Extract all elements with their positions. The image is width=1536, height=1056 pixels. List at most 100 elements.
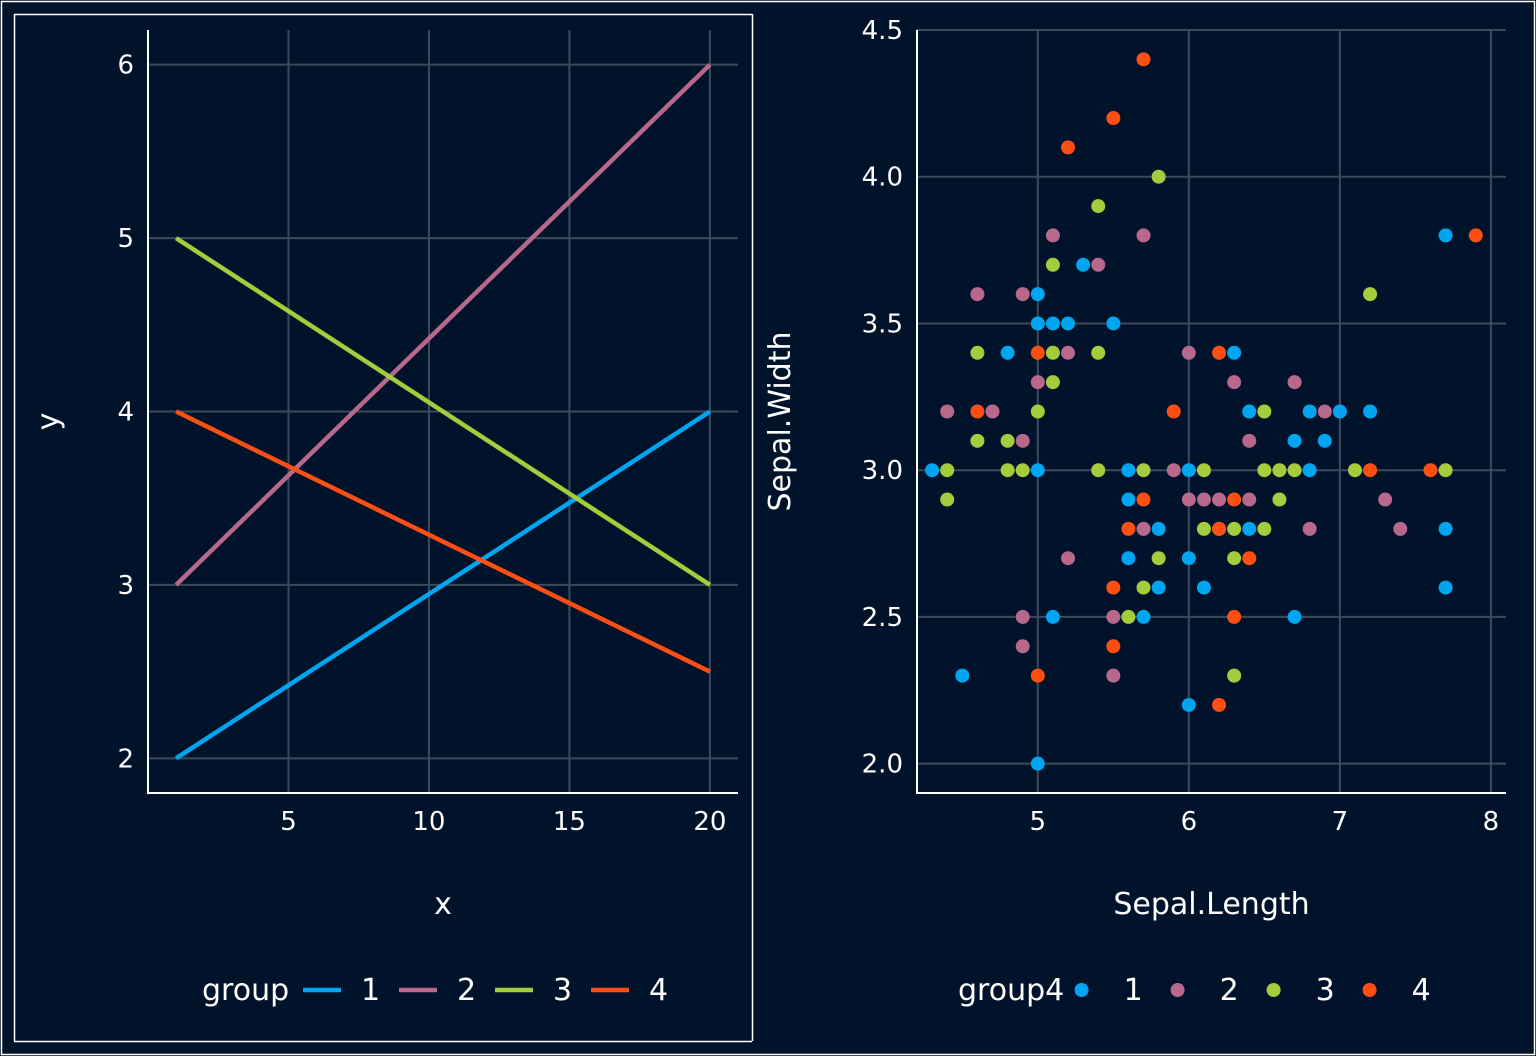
data-point-group-4 <box>1106 639 1121 654</box>
x-tick-label: 15 <box>553 807 586 837</box>
data-point-group-3 <box>970 345 985 360</box>
x-tick-label: 5 <box>1030 807 1047 837</box>
data-point-group-1 <box>1438 580 1453 595</box>
y-tick-label: 2 <box>117 744 134 774</box>
data-point-group-2 <box>1317 404 1332 419</box>
data-point-group-1 <box>1438 521 1453 536</box>
data-point-group-3 <box>1136 580 1151 595</box>
y-axis-label: y <box>31 413 66 431</box>
data-point-group-3 <box>1091 199 1106 214</box>
data-point-group-2 <box>1242 433 1257 448</box>
data-point-group-1 <box>1287 433 1302 448</box>
data-point-group-3 <box>1045 375 1060 390</box>
data-point-group-3 <box>1000 463 1015 478</box>
data-point-group-2 <box>1302 521 1317 536</box>
data-point-group-4 <box>1468 228 1483 243</box>
data-point-group-2 <box>1181 492 1196 507</box>
x-axis-label: x <box>434 887 452 922</box>
data-point-group-2 <box>1015 433 1030 448</box>
data-point-group-1 <box>1076 257 1091 272</box>
data-point-group-3 <box>1257 521 1272 536</box>
data-point-group-1 <box>1030 287 1045 302</box>
x-tick-label: 7 <box>1332 807 1349 837</box>
data-point-group-1 <box>925 463 940 478</box>
data-point-group-3 <box>1257 463 1272 478</box>
data-point-group-1 <box>1151 580 1166 595</box>
data-point-group-1 <box>1030 463 1045 478</box>
data-point-group-2 <box>1181 345 1196 360</box>
data-point-group-1 <box>1196 580 1211 595</box>
y-tick-label: 3 <box>117 571 134 601</box>
data-point-group-4 <box>1121 521 1136 536</box>
data-point-group-3 <box>1030 404 1045 419</box>
data-point-group-1 <box>1030 756 1045 771</box>
data-point-group-4 <box>1212 521 1227 536</box>
y-tick-label: 3.5 <box>862 309 903 339</box>
data-point-group-2 <box>1030 375 1045 390</box>
x-tick-label: 6 <box>1181 807 1198 837</box>
data-point-group-3 <box>1000 433 1015 448</box>
data-point-group-1 <box>1061 316 1076 331</box>
data-point-group-2 <box>1227 375 1242 390</box>
y-tick-label: 4.0 <box>862 163 903 193</box>
data-point-group-4 <box>1227 492 1242 507</box>
x-axis-label: Sepal.Length <box>1113 887 1309 922</box>
data-point-group-1 <box>1181 551 1196 566</box>
data-point-group-2 <box>1136 228 1151 243</box>
x-tick-label: 10 <box>412 807 445 837</box>
legend-label: 1 <box>361 973 380 1008</box>
data-point-group-4 <box>1030 668 1045 683</box>
data-point-group-1 <box>1000 345 1015 360</box>
data-point-group-1 <box>1181 697 1196 712</box>
y-tick-label: 4.5 <box>862 16 903 46</box>
legend: group 1 2 3 4 <box>202 973 668 1008</box>
data-point-group-4 <box>1106 111 1121 126</box>
data-point-group-1 <box>1302 404 1317 419</box>
legend-label: 3 <box>553 973 572 1008</box>
scatter-chart: 5 6 7 8 2.0 2.5 3.0 3.5 4.0 4.5 Sepal.Length Sepal.… <box>763 16 1506 1008</box>
data-point-group-1 <box>1332 404 1347 419</box>
legend-key-point <box>1362 983 1377 997</box>
data-point-group-4 <box>1136 52 1151 67</box>
data-point-group-1 <box>1045 609 1060 624</box>
data-point-group-3 <box>1151 169 1166 184</box>
data-point-group-1 <box>1151 521 1166 536</box>
y-tick-label: 6 <box>117 51 134 81</box>
y-tick-label: 3.0 <box>862 456 903 486</box>
data-point-group-3 <box>1347 463 1362 478</box>
data-point-group-3 <box>970 433 985 448</box>
data-point-group-3 <box>1015 463 1030 478</box>
data-point-group-2 <box>1091 257 1106 272</box>
x-tick-label: 8 <box>1483 807 1500 837</box>
data-point-group-3 <box>940 492 955 507</box>
data-point-group-3 <box>1045 345 1060 360</box>
data-point-group-4 <box>1363 463 1378 478</box>
data-point-group-1 <box>1302 463 1317 478</box>
data-point-group-4 <box>1423 463 1438 478</box>
data-point-group-1 <box>1438 228 1453 243</box>
legend-key-point <box>1074 983 1089 997</box>
data-point-group-3 <box>1257 404 1272 419</box>
data-point-group-4 <box>1166 404 1181 419</box>
legend-label: 3 <box>1316 973 1335 1008</box>
data-point-group-1 <box>1121 492 1136 507</box>
y-tick-label: 4 <box>117 398 134 428</box>
legend-key-point <box>1170 983 1185 997</box>
data-point-group-2 <box>1015 287 1030 302</box>
data-point-group-2 <box>1061 345 1076 360</box>
data-point-group-2 <box>1106 668 1121 683</box>
legend-label: 2 <box>1220 973 1239 1008</box>
data-point-group-4 <box>1030 345 1045 360</box>
data-point-group-4 <box>1212 697 1227 712</box>
data-point-group-3 <box>1227 668 1242 683</box>
data-point-group-2 <box>970 287 985 302</box>
data-point-group-3 <box>1045 257 1060 272</box>
data-point-group-3 <box>1227 551 1242 566</box>
data-point-group-3 <box>1196 521 1211 536</box>
y-axis-label: Sepal.Width <box>763 332 798 512</box>
data-point-group-1 <box>1121 463 1136 478</box>
data-point-group-2 <box>1196 492 1211 507</box>
data-point-group-2 <box>1378 492 1393 507</box>
x-tick-label: 20 <box>693 807 726 837</box>
